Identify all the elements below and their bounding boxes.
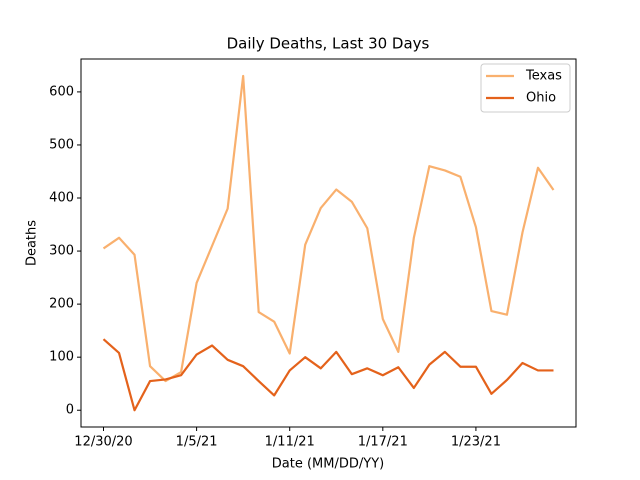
x-tick-label: 1/23/21 — [451, 435, 501, 450]
legend-label: Ohio — [526, 91, 556, 106]
y-tick-label: 500 — [49, 137, 74, 152]
legend: Texas Ohio — [480, 63, 571, 113]
y-tick-label: 200 — [49, 297, 74, 312]
legend-label: Texas — [525, 69, 562, 84]
y-tick-label: 100 — [49, 350, 74, 365]
chart-title: Daily Deaths, Last 30 Days — [227, 35, 430, 53]
y-tick-label: 0 — [66, 403, 74, 418]
line-series — [102, 338, 554, 412]
x-axis-label: Date (MM/DD/YY) — [272, 457, 384, 472]
x-tick-label: 1/11/21 — [265, 435, 315, 450]
y-tick-label: 300 — [49, 244, 74, 259]
y-tick-label: 600 — [49, 84, 74, 99]
y-axis-label: Deaths — [25, 220, 40, 266]
x-tick-label: 12/30/20 — [74, 435, 132, 450]
x-tick-label: 1/5/21 — [176, 435, 218, 450]
y-tick-label: 400 — [49, 191, 74, 206]
plot-frame — [80, 58, 577, 428]
line-series — [102, 74, 555, 383]
x-tick-label: 1/17/21 — [358, 435, 408, 450]
